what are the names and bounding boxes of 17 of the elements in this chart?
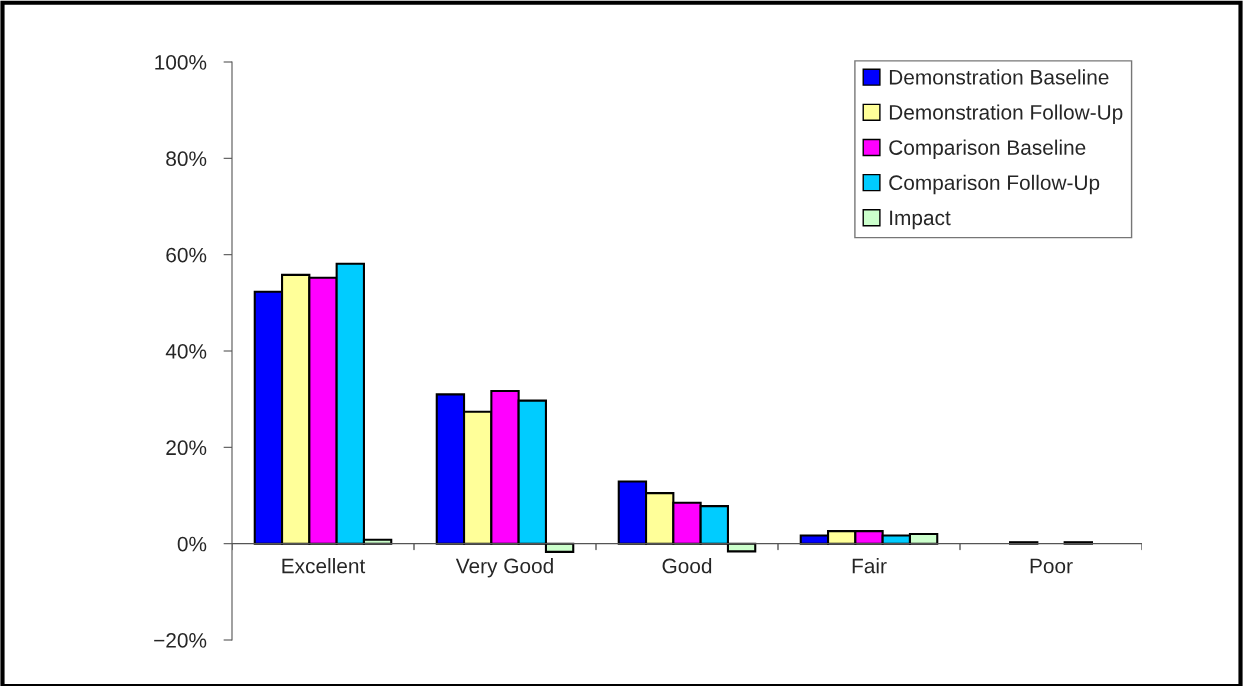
legend-label: Demonstration Baseline xyxy=(889,69,1109,85)
y-tick-label: 100% xyxy=(155,55,207,70)
x-tick-label: Fair xyxy=(852,558,887,574)
x-tick-label: Very Good xyxy=(455,558,553,578)
y-tick-label: 20% xyxy=(166,440,207,456)
x-tick-label: Excellent xyxy=(282,558,366,574)
x-tick-label: Poor xyxy=(1030,558,1073,574)
y-tick-label: 80% xyxy=(166,151,207,167)
y-tick-label: 40% xyxy=(165,344,207,359)
y-tick-label: 60% xyxy=(166,247,207,263)
y-tick-label: 0% xyxy=(177,536,207,552)
legend-label: Comparison Baseline xyxy=(889,139,1086,160)
legend-label: Impact xyxy=(890,210,951,230)
legend-label: Demonstration Follow-Up xyxy=(889,104,1123,124)
x-tick-label: Good xyxy=(662,558,712,574)
legend-label: Comparison Follow-Up xyxy=(889,174,1100,195)
y-tick-label: −20% xyxy=(154,633,207,648)
